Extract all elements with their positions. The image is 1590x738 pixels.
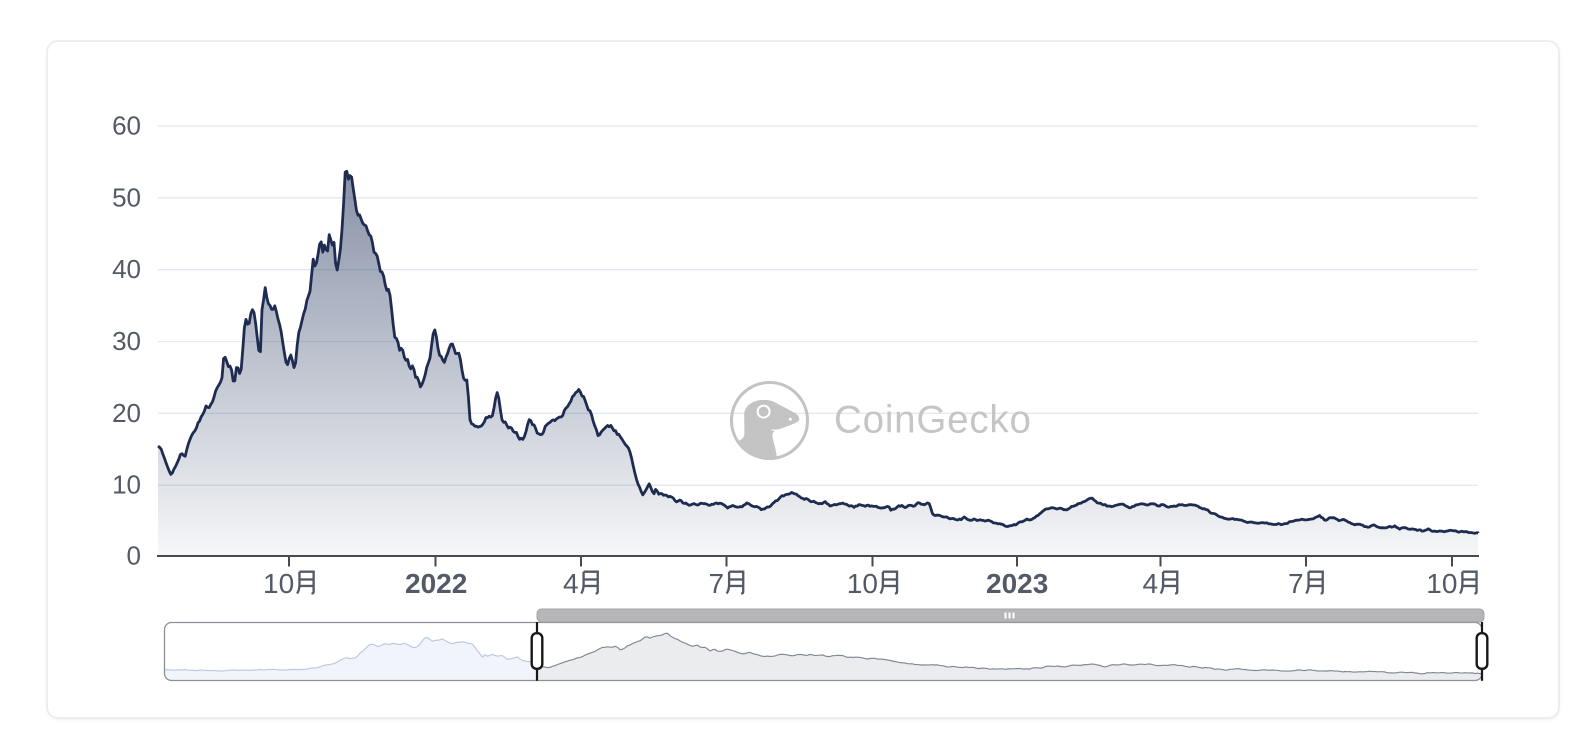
svg-text:7: 7 — [1288, 568, 1304, 599]
svg-text:2023: 2023 — [986, 568, 1048, 599]
svg-text:4: 4 — [1143, 568, 1159, 599]
svg-text:10: 10 — [1426, 568, 1457, 599]
svg-text:2022: 2022 — [405, 568, 467, 599]
svg-text:4: 4 — [563, 568, 579, 599]
svg-text:60: 60 — [112, 111, 141, 141]
svg-text:10: 10 — [263, 568, 294, 599]
svg-text:50: 50 — [112, 182, 141, 212]
svg-text:10: 10 — [112, 470, 141, 500]
svg-text:CoinGecko: CoinGecko — [834, 398, 1032, 441]
svg-text:10: 10 — [847, 568, 878, 599]
svg-text:20: 20 — [112, 398, 141, 428]
svg-text:7: 7 — [709, 568, 725, 599]
svg-text:0: 0 — [127, 541, 141, 571]
svg-text:30: 30 — [112, 326, 141, 356]
svg-text:40: 40 — [112, 254, 141, 284]
